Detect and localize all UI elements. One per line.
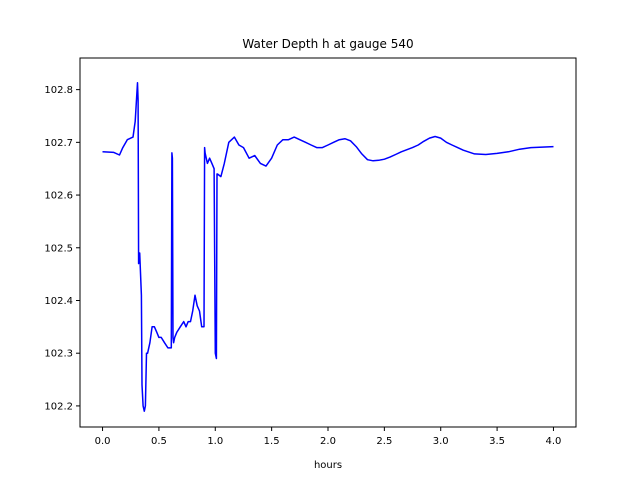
series-line bbox=[102, 82, 554, 412]
chart-title: Water Depth h at gauge 540 bbox=[242, 37, 413, 51]
y-tick-label: 102.7 bbox=[44, 138, 73, 149]
x-axis: 0.0 0.5 1.0 1.5 2.0 2.5 3.0 3.5 4.0 bbox=[95, 427, 562, 447]
y-tick-label: 102.2 bbox=[44, 401, 73, 412]
x-tick-label: 3.5 bbox=[489, 436, 505, 447]
y-axis: 102.2 102.3 102.4 102.5 102.6 102.7 102.8 bbox=[44, 85, 80, 412]
x-tick-label: 0.5 bbox=[151, 436, 167, 447]
y-tick-label: 102.4 bbox=[44, 296, 73, 307]
x-tick-label: 4.0 bbox=[546, 436, 562, 447]
x-tick-label: 0.0 bbox=[95, 436, 111, 447]
x-tick-label: 3.0 bbox=[433, 436, 449, 447]
series-group bbox=[102, 82, 554, 412]
x-tick-label: 1.5 bbox=[264, 436, 280, 447]
plot-frame bbox=[79, 57, 577, 428]
y-tick-label: 102.5 bbox=[44, 243, 73, 254]
y-tick-label: 102.6 bbox=[44, 191, 73, 202]
x-tick-label: 2.0 bbox=[320, 436, 336, 447]
y-tick-label: 102.8 bbox=[44, 85, 73, 96]
x-tick-label: 1.0 bbox=[207, 436, 223, 447]
y-tick-label: 102.3 bbox=[44, 349, 73, 360]
x-axis-label: hours bbox=[314, 460, 342, 471]
x-tick-label: 2.5 bbox=[376, 436, 392, 447]
